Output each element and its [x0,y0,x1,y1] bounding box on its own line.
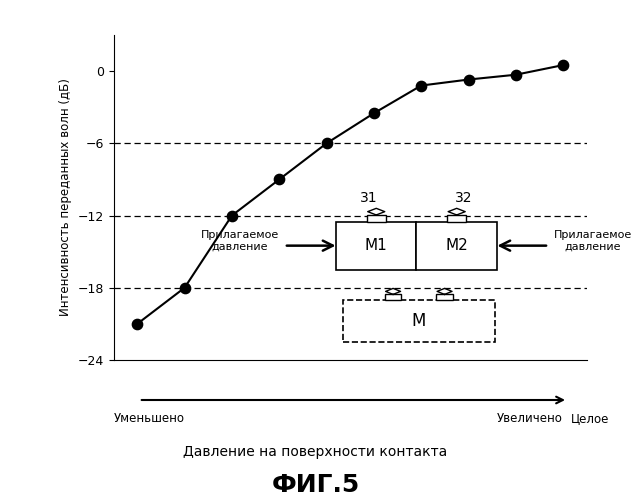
Text: Прилагаемое
давление: Прилагаемое давление [554,230,631,252]
Y-axis label: Интенсивность переданных волн (дБ): Интенсивность переданных волн (дБ) [59,78,72,316]
Text: M: M [411,312,426,330]
Text: 32: 32 [455,192,473,205]
Point [179,284,189,292]
Text: Давление на поверхности контакта: Давление на поверхности контакта [184,445,447,459]
Point [369,109,379,117]
FancyBboxPatch shape [367,215,386,222]
FancyBboxPatch shape [343,300,495,342]
Point [322,140,332,147]
Point [133,320,143,328]
Point [274,176,284,184]
Text: Целое: Целое [571,412,609,426]
Text: M2: M2 [445,238,468,253]
Point [416,82,427,90]
Text: 31: 31 [360,192,378,205]
Point [558,61,569,69]
Text: ФИГ.5: ФИГ.5 [271,472,360,496]
Point [463,76,473,84]
Text: Прилагаемое
давление: Прилагаемое давление [201,230,279,252]
Point [227,212,237,220]
Point [511,70,521,78]
FancyBboxPatch shape [385,294,401,300]
FancyBboxPatch shape [416,222,497,270]
FancyBboxPatch shape [336,222,416,270]
FancyBboxPatch shape [436,294,453,300]
Text: Уменьшено: Уменьшено [114,412,185,426]
Text: M1: M1 [365,238,387,253]
Text: Увеличено: Увеличено [497,412,563,426]
FancyBboxPatch shape [447,215,466,222]
